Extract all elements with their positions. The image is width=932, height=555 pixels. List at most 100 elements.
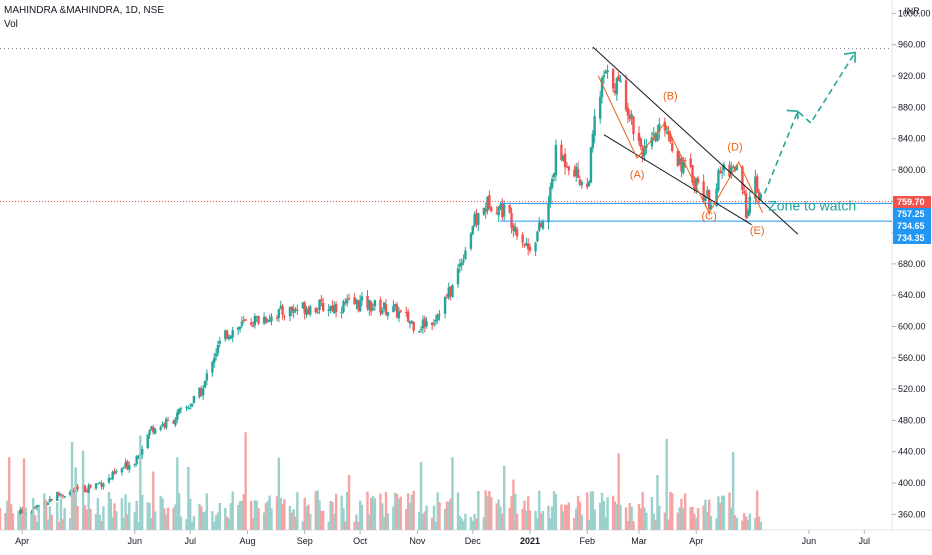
volume-bar [292, 509, 295, 530]
price-tag-label: 759.70 [897, 197, 925, 207]
volume-bar [709, 515, 713, 530]
candle-body [602, 74, 606, 78]
volume-bar [190, 521, 194, 530]
y-tick-label: 440.00 [898, 447, 926, 457]
candle-body [438, 314, 441, 316]
candle-body [746, 211, 750, 216]
candle-body [484, 208, 487, 212]
candle-body [33, 507, 37, 509]
volume-bar [406, 493, 410, 530]
volume-bar [48, 506, 52, 530]
candle-body [189, 407, 192, 409]
candle-body [632, 116, 635, 135]
volume-bar [275, 496, 279, 530]
volume-bar [560, 504, 563, 530]
volume-bar [262, 512, 266, 530]
candle-body [177, 409, 181, 414]
candle-body [200, 388, 203, 396]
volume-bar [645, 512, 648, 530]
price-tag-label: 734.35 [897, 233, 925, 243]
candle-body [100, 483, 103, 487]
candle-body [85, 490, 88, 493]
candle-body [115, 471, 118, 473]
candle-body [37, 505, 40, 507]
price-tag-label: 757.25 [897, 209, 925, 219]
volume-bar [70, 441, 74, 530]
x-tick-label: Jul [184, 536, 196, 546]
volume-bar [549, 518, 552, 530]
volume-bar [379, 493, 382, 530]
volume-bar [477, 491, 480, 530]
x-tick-label: Jul [859, 536, 871, 546]
volume-bar [574, 508, 578, 530]
candle-body [211, 362, 214, 373]
candle-body [59, 494, 63, 496]
volume-bar [22, 458, 26, 530]
candle-body [111, 471, 114, 480]
volume-bar [360, 504, 364, 530]
candle-body [224, 330, 227, 340]
volume-bar [98, 514, 101, 530]
volume-bar [654, 519, 657, 530]
candle-body [152, 426, 155, 433]
volume-bar [586, 492, 589, 530]
candle-body [159, 427, 162, 430]
candle-body [128, 465, 131, 470]
candle-body [680, 157, 683, 172]
volume-bar [639, 508, 643, 530]
volume-bar [702, 505, 705, 530]
volume-bar [432, 505, 436, 530]
candle-body [580, 182, 583, 186]
candle-body [497, 207, 500, 216]
volume-bar [35, 521, 39, 530]
volume-bar [425, 505, 428, 530]
candle-body [731, 166, 735, 169]
volume-bar [669, 491, 672, 530]
volume-bar [717, 496, 720, 530]
volume-bar [57, 521, 61, 530]
volume-bar [192, 516, 196, 530]
candle-body [408, 321, 412, 324]
candle-body [652, 133, 655, 136]
candle-body [430, 322, 434, 326]
candle-body [702, 181, 705, 201]
candle-body [604, 71, 607, 74]
candle-body [283, 316, 286, 318]
candle-body [451, 285, 454, 298]
candle-body [464, 250, 467, 260]
volume-bar [486, 495, 489, 530]
candle-body [358, 300, 362, 312]
candle-body [379, 299, 382, 313]
y-tick-label: 600.00 [898, 321, 926, 331]
candle-body [671, 143, 674, 152]
volume-bar [695, 518, 698, 530]
candle-body [606, 70, 609, 73]
volume-bar [373, 498, 377, 530]
candle-body [56, 492, 59, 501]
volume-bar [743, 513, 746, 530]
volume-bar [643, 507, 646, 530]
volume-bar [187, 466, 190, 530]
volume-bar [488, 490, 491, 530]
price-tag [893, 208, 931, 220]
volume-bar [744, 516, 748, 530]
candle-body [744, 193, 748, 218]
candle-body [87, 485, 90, 493]
volume-bar [656, 475, 659, 530]
candle-body [309, 306, 312, 315]
candle-body [528, 246, 532, 251]
volume-bar [61, 519, 64, 530]
volume-bar [576, 496, 580, 530]
volume-bar [617, 453, 620, 530]
volume-bar [43, 493, 46, 530]
candle-body [394, 303, 397, 307]
candle-body [347, 298, 351, 300]
candle-body [242, 319, 245, 321]
candle-body [384, 304, 388, 315]
candle-body [563, 153, 567, 168]
volume-bar [526, 496, 530, 530]
price-tag [893, 232, 931, 244]
candle-body [689, 158, 692, 167]
x-tick-label: Jun [128, 536, 143, 546]
